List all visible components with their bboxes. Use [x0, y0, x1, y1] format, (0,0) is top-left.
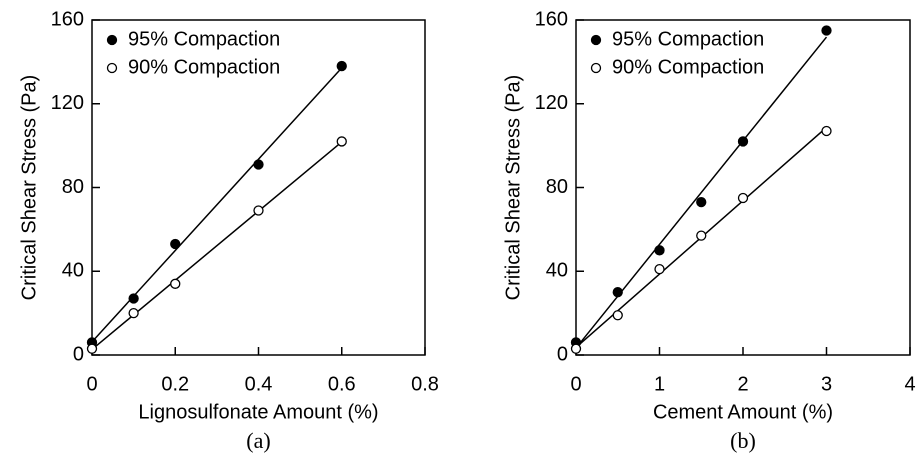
y-tick-label: 120 [535, 92, 568, 114]
x-axis-title: Cement Amount (%) [653, 401, 833, 423]
point [170, 278, 181, 289]
point [128, 307, 139, 319]
point [737, 192, 749, 204]
point [612, 287, 623, 298]
y-tick-label: 80 [62, 176, 84, 198]
point [737, 136, 749, 147]
legend-label: 95% Compaction [128, 28, 280, 50]
x-tick-label: 0 [570, 373, 581, 395]
x-tick-label: 0 [86, 373, 97, 395]
point [570, 343, 582, 354]
point [128, 293, 139, 304]
legend-label: 90% Compaction [128, 56, 280, 78]
trend-line [575, 36, 828, 349]
x-tick-label: 4 [904, 373, 915, 395]
y-axis-title: Critical Shear Stress (Pa) [502, 75, 524, 301]
point [86, 343, 98, 354]
point [821, 25, 832, 36]
y-axis-title: Critical Shear Stress (Pa) [18, 75, 40, 301]
legend-marker [590, 62, 602, 74]
legend-label: 90% Compaction [612, 56, 764, 78]
x-tick-label: 2 [737, 373, 748, 395]
y-tick-label: 160 [51, 8, 84, 30]
point [253, 159, 264, 170]
y-tick-label: 40 [546, 260, 568, 282]
point [336, 60, 347, 72]
x-tick-label: 3 [821, 373, 832, 395]
point [821, 125, 832, 137]
point [654, 245, 665, 256]
trend-line [91, 141, 343, 351]
legend-label: 95% Compaction [612, 28, 764, 50]
legend-marker [106, 62, 118, 74]
x-tick-label: 0.2 [161, 373, 189, 395]
point [696, 230, 707, 241]
x-axis-title: Lignosulfonate Amount (%) [138, 401, 378, 423]
y-tick-label: 80 [546, 176, 568, 198]
y-tick-label: 120 [51, 92, 84, 114]
point [170, 238, 181, 250]
legend-marker [590, 34, 602, 46]
legend-marker [106, 34, 118, 46]
x-tick-label: 0.4 [245, 373, 273, 395]
x-tick-label: 1 [654, 373, 665, 395]
y-tick-label: 0 [73, 343, 84, 365]
x-tick-label: 0.8 [411, 373, 439, 395]
caption: (a) [246, 428, 270, 453]
point [336, 136, 347, 147]
y-tick-label: 160 [535, 8, 568, 30]
point [696, 197, 707, 208]
y-tick-label: 40 [62, 260, 84, 282]
x-tick-label: 0.6 [328, 373, 356, 395]
point [253, 205, 264, 216]
caption: (b) [730, 428, 756, 453]
y-tick-label: 0 [557, 343, 568, 365]
point [654, 264, 665, 275]
point [612, 310, 623, 321]
